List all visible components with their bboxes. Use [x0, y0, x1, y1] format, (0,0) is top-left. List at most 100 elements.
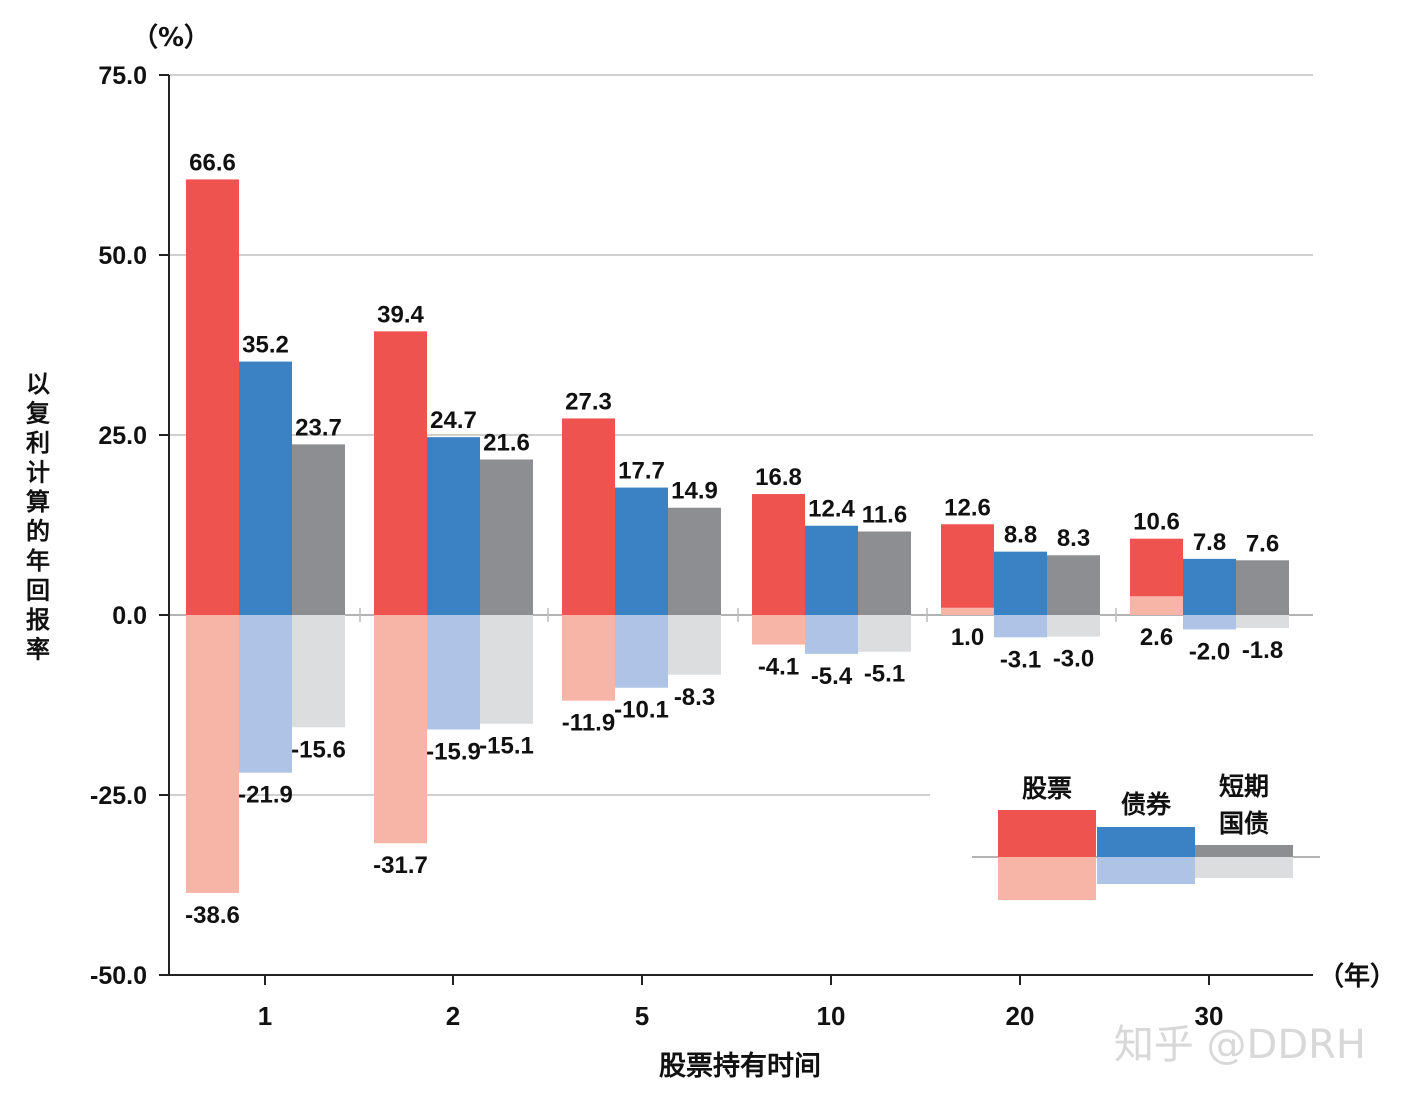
- bar-max-1-0: [186, 179, 239, 615]
- legend-label-1-0: 债券: [1121, 790, 1172, 819]
- label-min-10-2: -5.1: [864, 661, 905, 688]
- label-min-2-2: -15.1: [479, 733, 534, 760]
- label-min-5-1: -10.1: [614, 697, 669, 724]
- bar-min-20-0: [941, 607, 994, 615]
- watermark: 知乎 @DDRH: [1114, 1022, 1366, 1068]
- label-max-10-2: 11.6: [862, 501, 907, 528]
- bar-min-2-0: [374, 615, 427, 844]
- label-max-1-0: 66.6: [189, 149, 236, 176]
- label-max-20-1: 8.8: [1004, 522, 1037, 549]
- legend-swatch-min-2: [1195, 857, 1293, 878]
- label-max-2-1: 24.7: [430, 407, 477, 434]
- bar-min-10-0: [752, 615, 805, 645]
- bar-max-20-2: [1047, 555, 1100, 615]
- label-max-5-1: 17.7: [618, 458, 665, 485]
- label-min-2-1: -15.9: [426, 738, 481, 765]
- label-min-30-1: -2.0: [1189, 638, 1230, 665]
- y-tick-label-0.0: 0.0: [112, 602, 147, 630]
- bar-min-1-2: [292, 615, 345, 728]
- bar-min-5-2: [668, 615, 721, 675]
- label-max-2-0: 39.4: [377, 301, 424, 328]
- label-min-5-2: -8.3: [674, 684, 715, 711]
- legend-swatch-min-0: [998, 857, 1096, 900]
- bar-min-2-2: [480, 615, 533, 724]
- bar-max-20-0: [941, 524, 994, 608]
- bar-max-5-0: [562, 418, 615, 615]
- x-tick-label-2: 2: [446, 1001, 460, 1031]
- y-tick-label--50.0: -50.0: [90, 962, 147, 990]
- bar-max-5-1: [615, 487, 668, 615]
- x-tick-label-30: 30: [1195, 1001, 1224, 1031]
- bar-min-10-2: [858, 615, 911, 652]
- legend-swatch-max-0: [998, 810, 1096, 857]
- y-axis-title: 以复利计算的年回报率: [25, 370, 51, 664]
- legend-swatch-min-1: [1097, 857, 1195, 884]
- label-max-1-2: 23.7: [295, 414, 342, 441]
- x-tick-label-20: 20: [1006, 1001, 1035, 1031]
- x-tick-label-5: 5: [635, 1001, 649, 1031]
- y-tick-label-75.0: 75.0: [98, 62, 147, 90]
- bar-max-30-2: [1236, 560, 1289, 615]
- bar-min-1-0: [186, 615, 239, 893]
- axes: 75.0 50.0 25.0 0.0 -25.0 -50.0 1 2 5 10 20 30 以复利计算的…: [25, 62, 1313, 1031]
- legend-label-2-0: 短期: [1219, 772, 1269, 801]
- bar-min-2-1: [427, 615, 480, 730]
- bar-max-30-1: [1183, 558, 1236, 615]
- bar-min-30-2: [1236, 615, 1289, 628]
- bar-min-5-1: [615, 615, 668, 688]
- bar-max-1-1: [239, 361, 292, 615]
- y-tick-label-50.0: 50.0: [98, 242, 147, 270]
- y-tick-label-25.0: 25.0: [98, 422, 147, 450]
- label-max-30-0: 10.6: [1133, 509, 1180, 536]
- legend-swatch-max-2: [1195, 845, 1293, 857]
- label-min-1-0: -38.6: [185, 902, 240, 929]
- label-min-30-0: 2.6: [1140, 624, 1173, 651]
- label-min-20-0: 1.0: [951, 624, 984, 651]
- label-max-30-1: 7.8: [1193, 529, 1226, 556]
- label-max-1-1: 35.2: [242, 332, 289, 359]
- bar-max-5-2: [668, 507, 721, 615]
- bar-min-10-1: [805, 615, 858, 654]
- legend-label-2-1: 国债: [1219, 809, 1269, 838]
- label-max-2-2: 21.6: [483, 429, 530, 456]
- bar-min-1-1: [239, 615, 292, 773]
- bar-max-30-0: [1130, 538, 1183, 597]
- x-unit-label: （年）: [1318, 961, 1396, 992]
- label-min-1-1: -21.9: [238, 782, 293, 809]
- bar-min-5-0: [562, 615, 615, 701]
- label-max-5-0: 27.3: [565, 388, 612, 415]
- x-tick-label-10: 10: [817, 1001, 846, 1031]
- legend-label-0-0: 股票: [1022, 774, 1072, 803]
- label-max-30-2: 7.6: [1246, 530, 1279, 557]
- bars: [186, 179, 1289, 893]
- bar-max-2-0: [374, 331, 427, 615]
- label-min-1-2: -15.6: [291, 736, 346, 763]
- label-max-20-2: 8.3: [1057, 525, 1090, 552]
- x-axis-title: 股票持有时间: [659, 1051, 821, 1082]
- bar-max-10-0: [752, 494, 805, 615]
- bar-max-10-2: [858, 531, 911, 615]
- label-min-10-1: -5.4: [811, 663, 853, 690]
- label-min-20-1: -3.1: [1000, 646, 1041, 673]
- bar-min-30-0: [1130, 596, 1183, 615]
- bar-max-2-1: [427, 437, 480, 615]
- data-labels: 66.6 -38.6 35.2 -21.9 23.7 -15.6 39.4 -31.7 24.7…: [185, 149, 1283, 929]
- label-max-20-0: 12.6: [944, 494, 991, 521]
- bar-max-10-1: [805, 525, 858, 615]
- bar-min-20-2: [1047, 615, 1100, 637]
- bar-max-2-2: [480, 459, 533, 615]
- bar-min-20-1: [994, 615, 1047, 638]
- bar-max-20-1: [994, 551, 1047, 615]
- label-min-10-0: -4.1: [758, 654, 799, 681]
- label-max-10-1: 12.4: [808, 496, 855, 523]
- label-min-5-0: -11.9: [562, 710, 615, 737]
- legend-swatch-max-1: [1097, 827, 1195, 857]
- y-unit-label: （%）: [132, 23, 210, 53]
- bar-min-30-1: [1183, 615, 1236, 630]
- label-max-5-2: 14.9: [671, 478, 718, 505]
- y-tick-label--25.0: -25.0: [90, 782, 147, 810]
- label-min-30-2: -1.8: [1242, 637, 1283, 664]
- x-tick-label-1: 1: [258, 1001, 272, 1031]
